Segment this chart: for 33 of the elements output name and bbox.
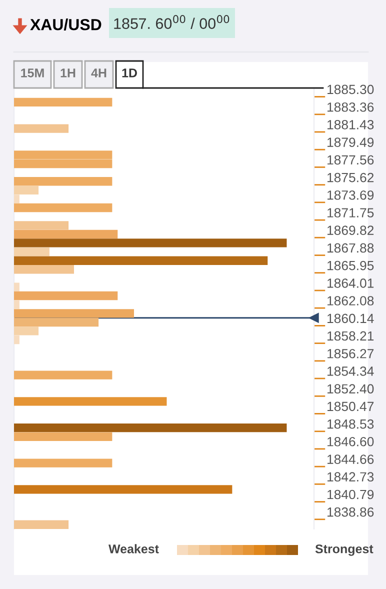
y-tick-label: 1864.01 [328,278,374,288]
y-tick-label: 1838.86 [328,507,374,517]
text: Weakest [108,544,159,554]
chart-subtitle: 1857. 60$^{00}$ / 00$^{00}$ [114,15,230,29]
text: 1H [60,68,76,78]
text: 4H [91,68,106,78]
y-tick-label: 1842.73 [328,472,374,482]
y-tick-label: 1858.21 [328,331,374,341]
y-tick-label: 1873.69 [328,190,374,200]
y-tick-label: 1848.53 [328,419,374,429]
y-tick-label: 1856.27 [328,348,374,358]
y-tick-label: 1852.40 [328,384,374,394]
y-tick-label: 1885.30 [328,84,374,94]
y-tick-label: 1850.47 [328,402,374,412]
y-tick-label: 1877.56 [328,155,374,165]
y-tick-label: 1862.08 [328,296,374,306]
text: 15M [21,68,44,78]
y-tick-label: 1875.62 [328,172,374,182]
y-tick-label: 1869.82 [328,226,374,235]
y-tick-label: 1865.95 [328,260,374,270]
text: Strongest [315,544,374,556]
y-tick-label: 1867.88 [328,243,374,253]
y-tick-label: 1846.60 [328,436,374,446]
y-tick-label: 1854.34 [328,366,374,376]
y-tick-label: 1881.43 [328,120,374,130]
chart-title: XAU/USD [30,18,102,30]
y-tick-label: 1844.66 [328,454,374,464]
y-tick-label: 1883.36 [328,102,374,112]
text: 1D [122,68,137,78]
y-tick-label: 1871.75 [328,208,374,218]
y-tick-label: 1879.49 [328,138,374,147]
y-tick-label: 1860.14 [328,314,374,324]
y-tick-label: 1840.79 [328,490,374,500]
